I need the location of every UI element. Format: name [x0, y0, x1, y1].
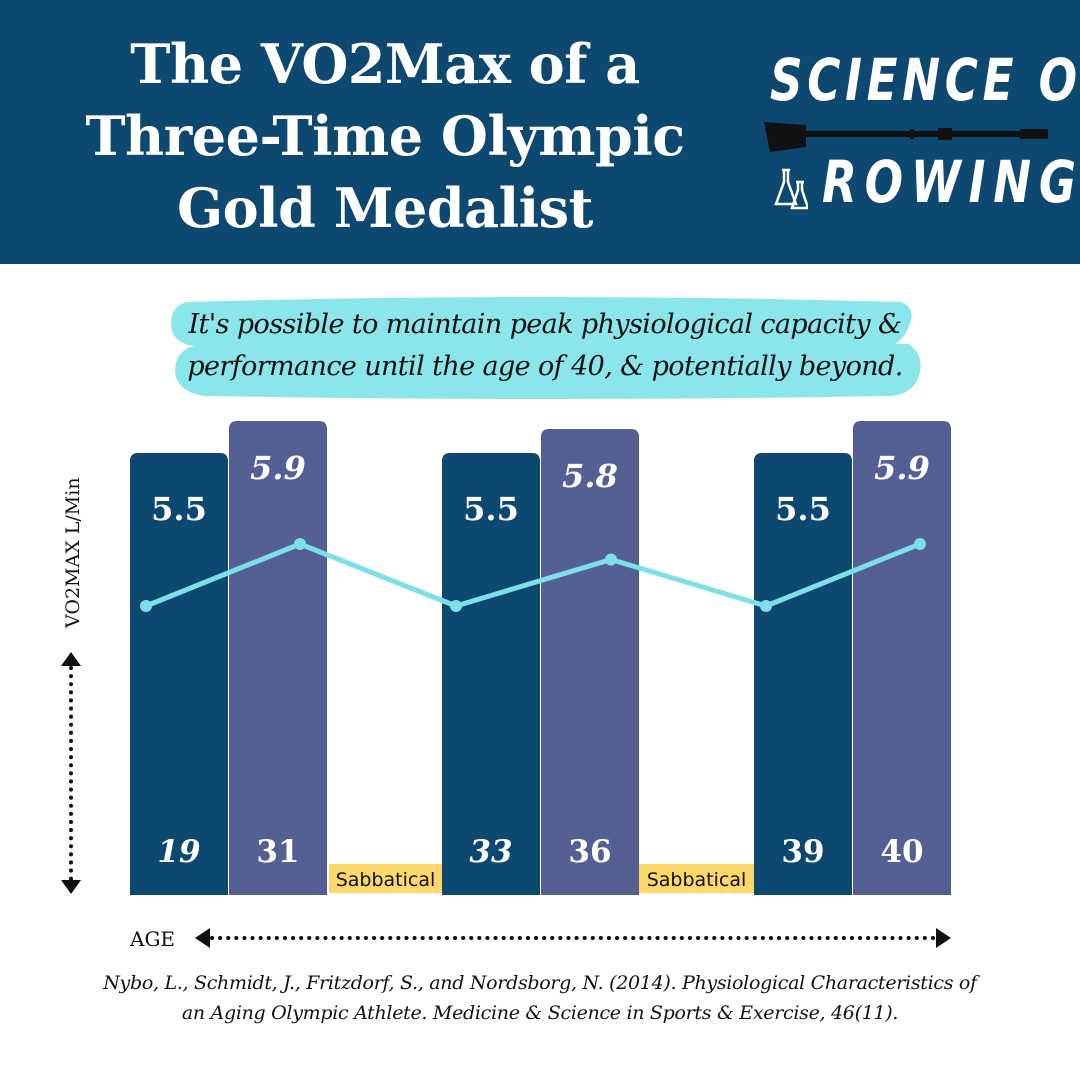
bar-age-label: 33	[469, 834, 512, 870]
bar-value-label: 5.8	[562, 457, 618, 495]
bar-age-label: 36	[568, 834, 611, 870]
bar-value-label: 5.5	[775, 490, 831, 528]
bar-age-label: 39	[781, 834, 824, 870]
bar-age-39	[754, 453, 852, 895]
y-axis-up-arrow	[61, 652, 81, 666]
subtitle-text: It's possible to maintain peak physiolog…	[165, 304, 925, 388]
bar-value-label: 5.9	[874, 449, 930, 487]
subtitle-line-1: It's possible to maintain peak physiolog…	[188, 309, 902, 340]
bar-value-label: 5.5	[463, 490, 519, 528]
y-axis-label: VO2MAX L/Min	[62, 477, 84, 629]
science-of-rowing-logo: SCIENCE OF ROWING	[760, 40, 1080, 230]
citation-line-1: Nybo, L., Schmidt, J., Fritzdorf, S., an…	[103, 972, 977, 994]
bar-age-36	[541, 429, 639, 895]
bar-value-label: 5.9	[250, 449, 306, 487]
sabbatical-badge	[639, 864, 754, 893]
sabbatical-badge	[329, 864, 442, 893]
bar-age-label: 19	[157, 834, 200, 870]
trend-point	[605, 553, 617, 566]
bar-value-label: 5.5	[151, 490, 207, 528]
subtitle-line-2: performance until the age of 40, & poten…	[187, 351, 903, 382]
flask-icon	[774, 168, 808, 210]
trend-point	[140, 600, 152, 612]
sabbatical-label: Sabbatical	[647, 869, 747, 891]
bar-age-40	[853, 421, 951, 895]
x-axis-left-arrow	[195, 928, 210, 948]
oar-icon	[764, 122, 1048, 152]
sabbatical-label: Sabbatical	[336, 869, 436, 891]
x-axis-right-arrow	[936, 928, 951, 948]
subtitle-callout: It's possible to maintain peak physiolog…	[165, 294, 925, 400]
logo-text-top: SCIENCE OF	[770, 46, 1080, 114]
bar-age-label: 40	[880, 834, 923, 870]
trend-point	[760, 600, 772, 612]
title-line-3: Gold Medalist	[177, 176, 593, 240]
logo-text-bottom: ROWING	[822, 148, 1080, 216]
bar-age-33	[442, 453, 540, 895]
y-axis-down-arrow	[61, 880, 81, 894]
x-axis-label: AGE	[129, 927, 175, 951]
title-line-2: Three-Time Olympic	[85, 104, 685, 168]
page-title: The VO2Max of a Three-Time Olympic Gold …	[60, 28, 710, 244]
citation-line-2: an Aging Olympic Athlete. Medicine & Sci…	[181, 1002, 899, 1024]
trend-point	[294, 538, 306, 550]
header-banner: The VO2Max of a Three-Time Olympic Gold …	[0, 0, 1080, 264]
trend-line	[145, 541, 921, 609]
citation: Nybo, L., Schmidt, J., Fritzdorf, S., an…	[80, 968, 1000, 1028]
trend-point	[450, 600, 462, 612]
highlight-brush	[171, 297, 921, 399]
bar-age-19	[130, 453, 228, 895]
trend-point	[914, 538, 926, 550]
bar-age-label: 31	[256, 834, 299, 870]
bar-age-31	[229, 421, 327, 895]
title-line-1: The VO2Max of a	[130, 32, 640, 96]
